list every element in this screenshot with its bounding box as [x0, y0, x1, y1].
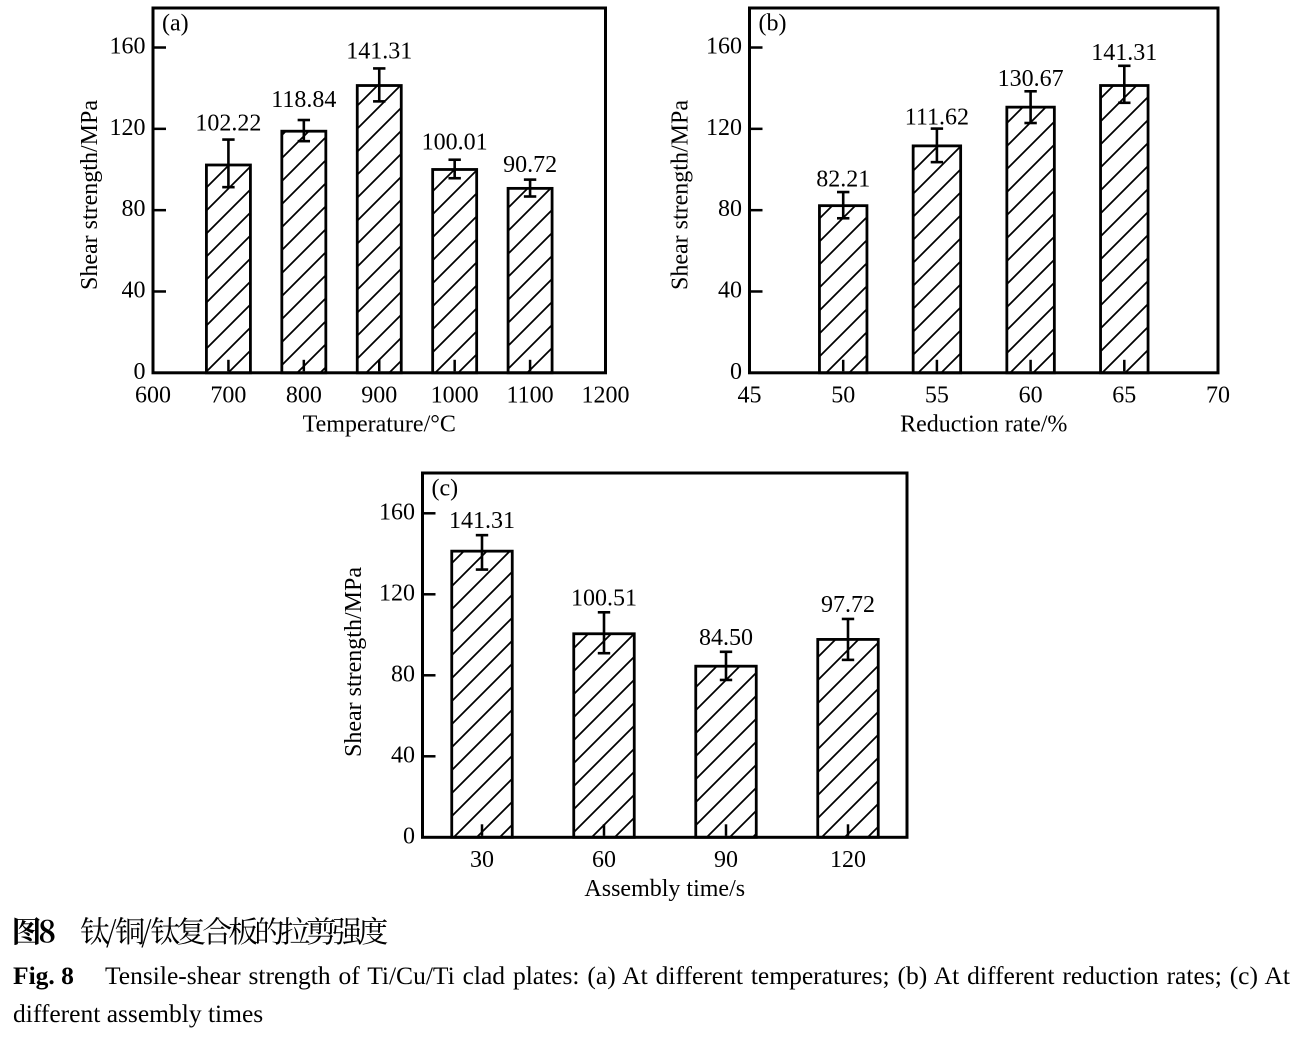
svg-text:102.22: 102.22 — [195, 111, 261, 137]
svg-text:50: 50 — [831, 382, 855, 408]
svg-text:90.72: 90.72 — [503, 152, 557, 178]
svg-text:Shear strength/MPa: Shear strength/MPa — [668, 100, 694, 290]
svg-text:40: 40 — [718, 277, 742, 303]
svg-text:70: 70 — [1206, 382, 1230, 408]
svg-text:(b): (b) — [759, 11, 787, 37]
svg-text:90: 90 — [714, 847, 738, 873]
svg-text:120: 120 — [110, 115, 146, 141]
svg-text:80: 80 — [122, 196, 146, 222]
svg-text:141.31: 141.31 — [1091, 40, 1157, 66]
svg-text:55: 55 — [925, 382, 949, 408]
svg-text:40: 40 — [391, 742, 415, 768]
svg-text:160: 160 — [706, 34, 742, 60]
svg-text:80: 80 — [391, 661, 415, 687]
svg-text:60: 60 — [592, 847, 616, 873]
svg-text:700: 700 — [210, 382, 246, 408]
svg-text:100.01: 100.01 — [422, 130, 488, 156]
svg-text:900: 900 — [361, 382, 397, 408]
svg-text:141.31: 141.31 — [346, 38, 412, 64]
svg-text:141.31: 141.31 — [449, 508, 515, 534]
svg-text:40: 40 — [122, 277, 146, 303]
svg-text:0: 0 — [730, 359, 742, 385]
svg-text:45: 45 — [738, 382, 762, 408]
svg-text:97.72: 97.72 — [821, 592, 875, 618]
svg-text:600: 600 — [135, 382, 171, 408]
svg-text:Reduction rate/%: Reduction rate/% — [900, 412, 1067, 438]
svg-text:30: 30 — [470, 847, 494, 873]
svg-text:120: 120 — [706, 115, 742, 141]
svg-text:100.51: 100.51 — [571, 585, 637, 611]
svg-text:0: 0 — [403, 823, 415, 849]
svg-text:120: 120 — [379, 580, 415, 606]
svg-text:800: 800 — [286, 382, 322, 408]
svg-text:60: 60 — [1019, 382, 1043, 408]
svg-text:(c): (c) — [432, 476, 459, 502]
svg-text:1200: 1200 — [582, 382, 630, 408]
svg-text:118.84: 118.84 — [271, 87, 336, 113]
svg-text:Temperature/°C: Temperature/°C — [303, 412, 456, 438]
svg-text:0: 0 — [134, 359, 146, 385]
svg-text:(a): (a) — [162, 11, 189, 37]
svg-text:82.21: 82.21 — [816, 167, 870, 193]
svg-text:84.50: 84.50 — [699, 625, 753, 651]
svg-text:65: 65 — [1112, 382, 1136, 408]
svg-text:1000: 1000 — [431, 382, 479, 408]
svg-text:160: 160 — [110, 34, 146, 60]
svg-text:80: 80 — [718, 196, 742, 222]
svg-text:130.67: 130.67 — [998, 66, 1064, 92]
svg-text:Assembly time/s: Assembly time/s — [584, 876, 745, 902]
svg-text:Shear strength/MPa: Shear strength/MPa — [341, 567, 367, 757]
svg-text:1100: 1100 — [507, 382, 554, 408]
svg-text:Shear strength/MPa: Shear strength/MPa — [77, 100, 103, 290]
svg-text:160: 160 — [379, 499, 415, 525]
svg-text:111.62: 111.62 — [905, 105, 969, 131]
svg-text:120: 120 — [830, 847, 866, 873]
